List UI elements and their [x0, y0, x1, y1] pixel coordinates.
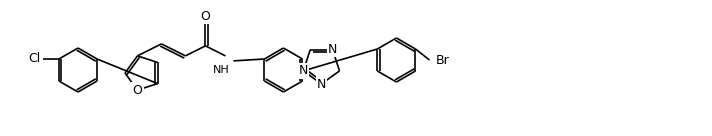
Text: N: N — [298, 64, 308, 77]
Text: O: O — [201, 10, 210, 23]
Text: N: N — [328, 43, 337, 56]
Text: O: O — [132, 84, 142, 97]
Text: Br: Br — [436, 53, 449, 67]
Text: Cl: Cl — [28, 52, 41, 66]
Text: NH: NH — [213, 65, 230, 75]
Text: N: N — [317, 78, 326, 90]
